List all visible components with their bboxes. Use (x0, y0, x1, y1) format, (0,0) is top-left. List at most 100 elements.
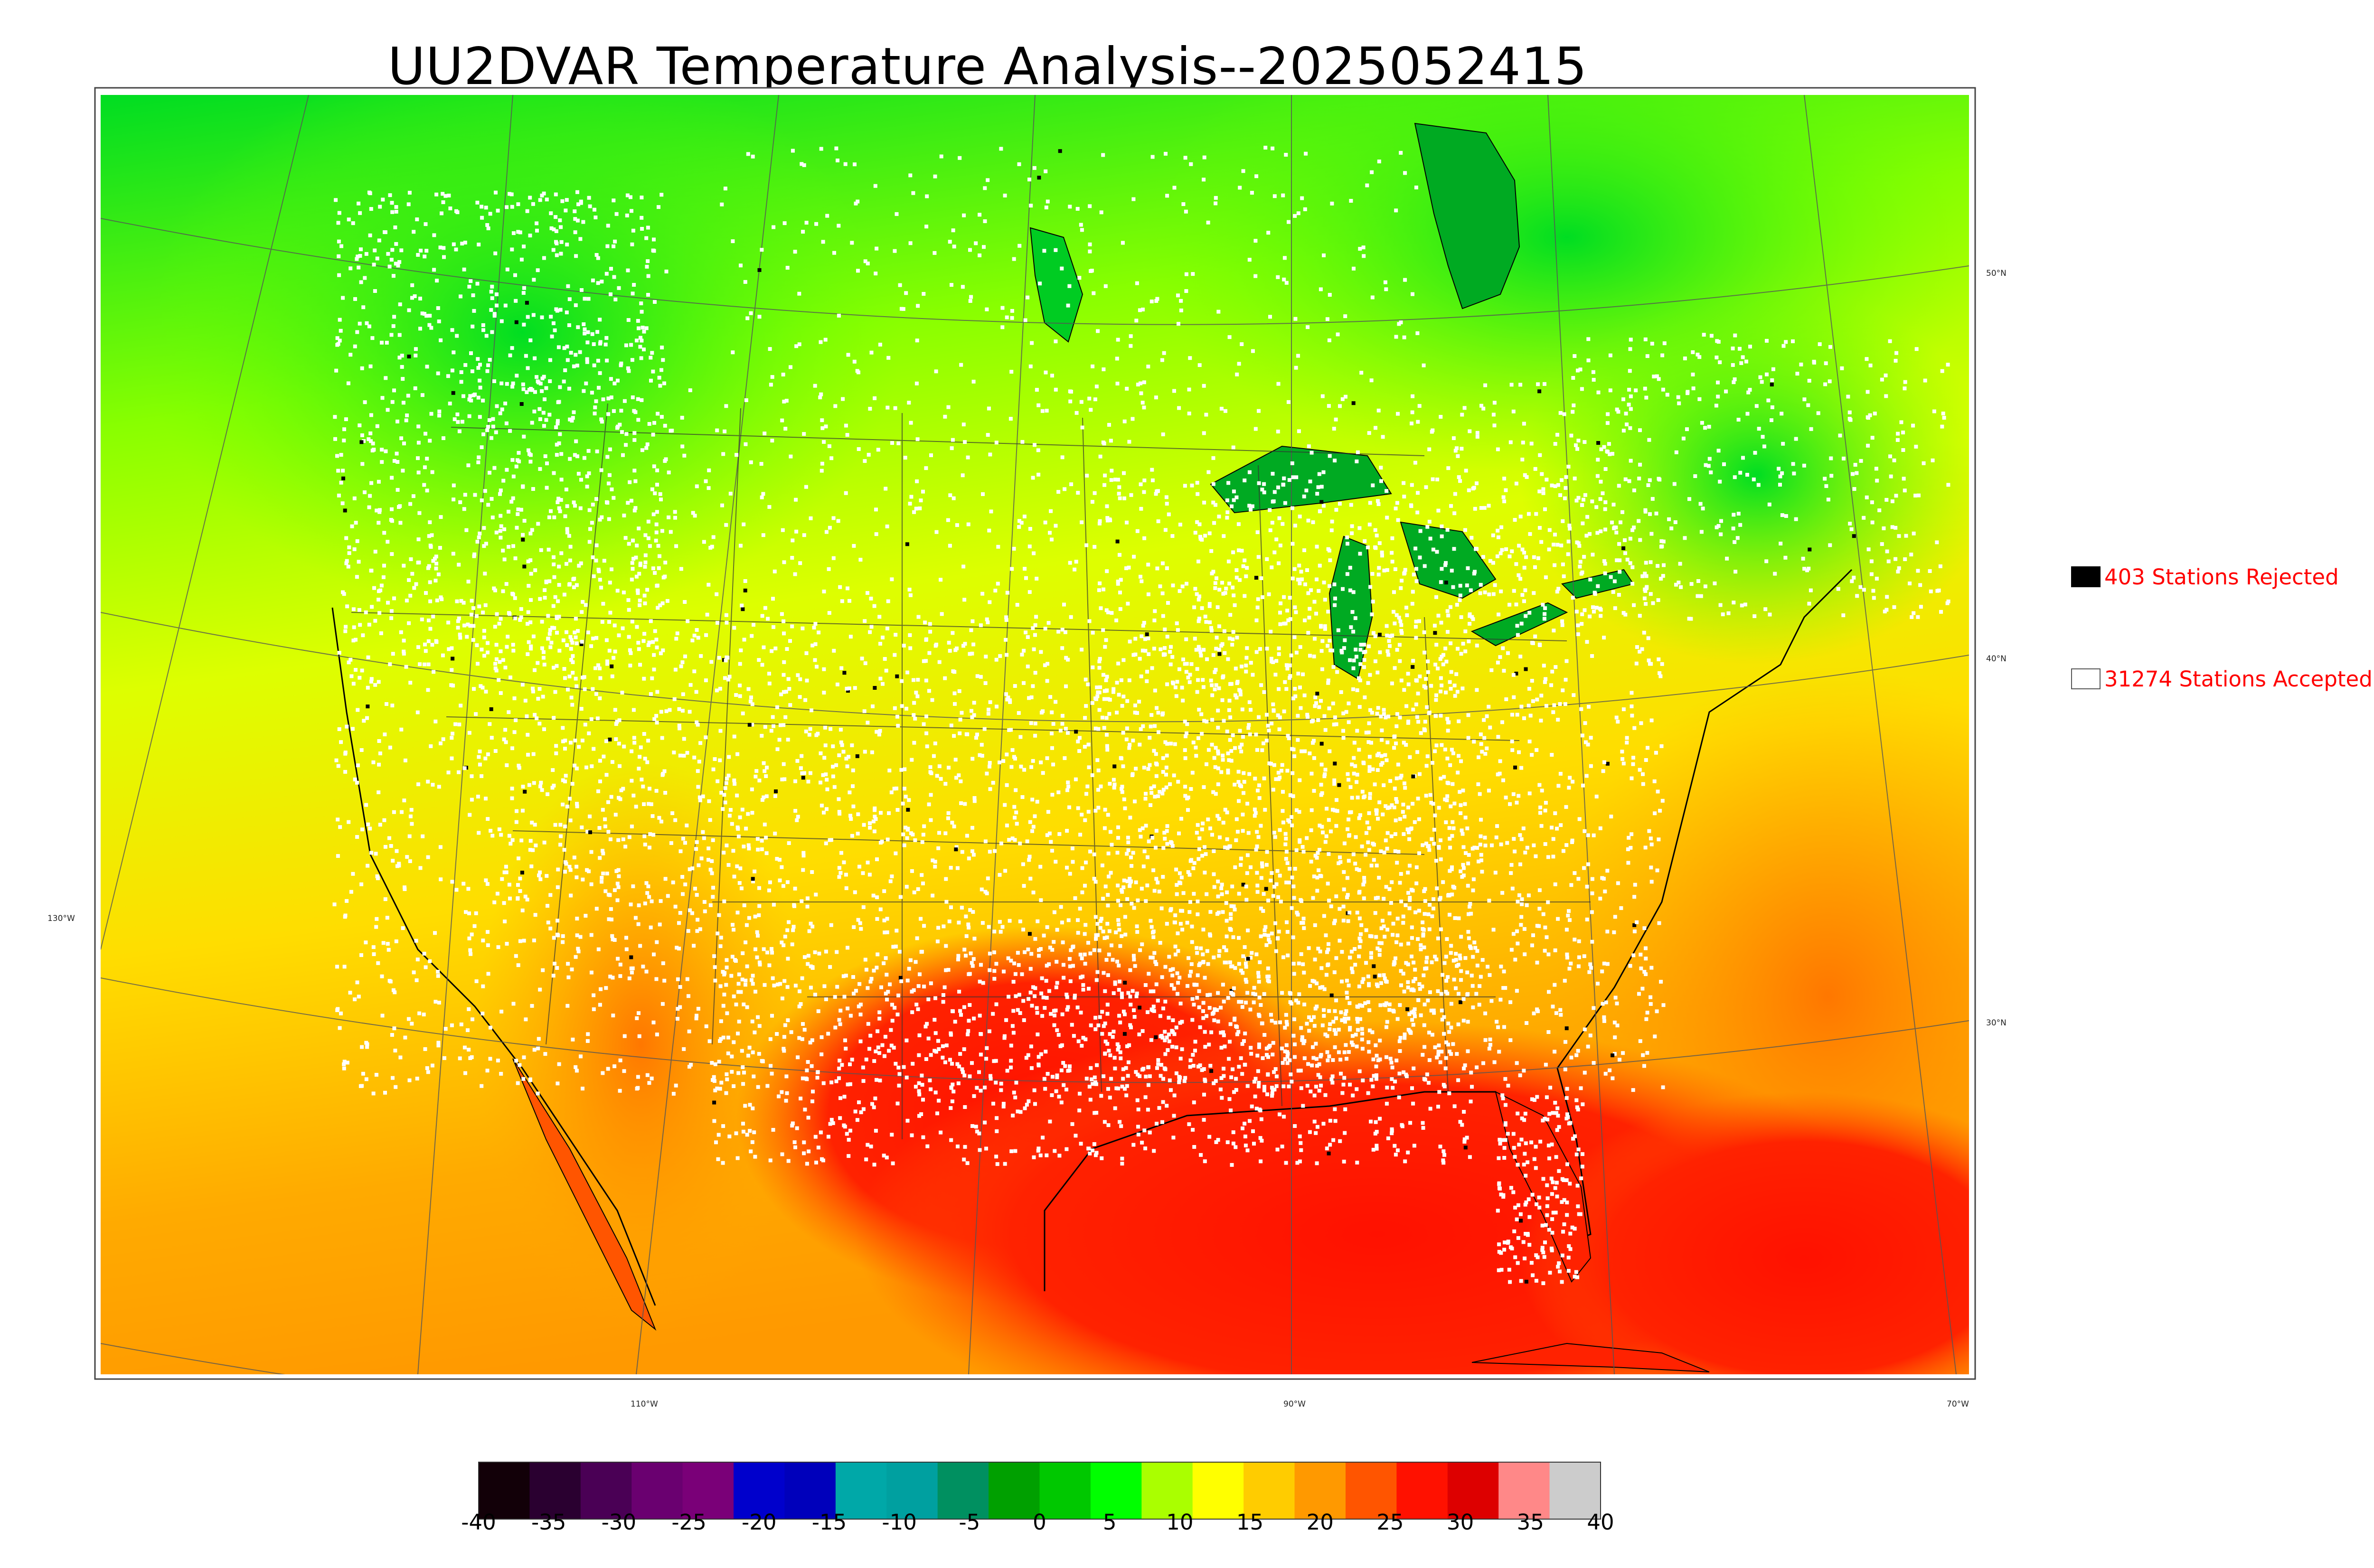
station-marker (824, 530, 829, 534)
station-marker (1398, 659, 1402, 663)
station-marker (1286, 400, 1291, 404)
station-marker (1374, 1077, 1378, 1081)
station-marker (1270, 871, 1274, 875)
station-marker (1475, 435, 1479, 439)
station-marker (906, 807, 910, 812)
station-marker (483, 572, 487, 576)
station-marker (769, 729, 773, 733)
station-marker (1273, 1067, 1278, 1071)
station-marker (1486, 965, 1490, 969)
station-marker (1317, 1089, 1321, 1093)
station-marker (837, 875, 841, 879)
station-marker (1477, 859, 1480, 864)
station-marker (920, 840, 924, 844)
station-marker (507, 710, 511, 714)
station-marker (632, 409, 636, 413)
station-marker (500, 407, 504, 412)
station-marker (548, 628, 552, 632)
station-marker (686, 619, 690, 623)
station-marker (987, 925, 991, 929)
station-marker (1360, 789, 1365, 794)
station-marker (391, 1076, 395, 1080)
station-marker (1069, 615, 1073, 619)
station-marker (442, 255, 446, 259)
station-marker (1170, 973, 1175, 977)
station-marker (1518, 833, 1522, 837)
station-marker (971, 853, 976, 857)
station-marker (477, 455, 481, 460)
station-marker (554, 425, 558, 429)
station-marker (1498, 759, 1502, 763)
station-marker (1488, 1037, 1492, 1042)
station-marker (836, 519, 840, 523)
station-marker (735, 825, 740, 829)
station-marker (592, 1007, 596, 1011)
station-marker (1463, 528, 1467, 532)
station-marker (801, 854, 806, 858)
station-marker (454, 247, 458, 252)
station-marker (709, 660, 714, 664)
station-marker (476, 795, 480, 798)
station-marker (1418, 674, 1422, 678)
station-marker (695, 484, 699, 488)
station-marker (1543, 925, 1547, 930)
station-marker (944, 877, 948, 881)
station-marker (606, 396, 611, 401)
station-marker (407, 190, 412, 195)
station-marker (1326, 948, 1330, 952)
station-marker (1179, 875, 1184, 880)
station-marker (1445, 794, 1450, 798)
station-marker (1116, 661, 1121, 666)
station-marker (856, 812, 860, 817)
station-marker (1458, 953, 1462, 958)
station-marker (599, 417, 603, 422)
station-markers (332, 146, 1950, 1286)
station-marker (436, 371, 440, 376)
station-marker (791, 538, 795, 543)
station-marker (1285, 920, 1289, 924)
station-marker (1443, 798, 1447, 801)
station-marker (578, 935, 583, 939)
station-marker (1366, 1091, 1370, 1095)
station-marker (1064, 656, 1068, 660)
station-marker (504, 870, 509, 874)
station-marker (933, 864, 937, 869)
station-marker (571, 416, 575, 420)
station-marker (986, 712, 990, 716)
station-marker (585, 360, 589, 364)
station-marker (1209, 629, 1214, 633)
station-marker (1455, 446, 1459, 451)
station-marker (597, 385, 601, 390)
station-marker (1350, 610, 1355, 614)
station-marker (1423, 564, 1427, 568)
station-marker (1481, 406, 1486, 411)
station-marker (653, 571, 657, 575)
station-marker (468, 1056, 472, 1060)
station-marker (1617, 593, 1621, 597)
station-marker (1139, 391, 1143, 395)
station-marker (1451, 782, 1455, 786)
station-marker (954, 845, 959, 849)
station-marker (1090, 701, 1094, 705)
station-marker (1149, 786, 1153, 790)
station-marker (772, 625, 775, 629)
station-marker (1413, 625, 1418, 629)
station-marker (1253, 992, 1257, 996)
station-marker (640, 216, 644, 220)
station-marker (913, 838, 917, 842)
station-marker (360, 827, 364, 832)
station-marker (1049, 840, 1053, 844)
station-marker (630, 620, 634, 624)
station-marker (1459, 759, 1463, 763)
station-marker (1566, 465, 1571, 469)
station-marker (821, 773, 825, 777)
station-marker (1579, 707, 1583, 711)
station-marker (452, 417, 457, 422)
lake-huron (1400, 521, 1497, 599)
station-marker (368, 233, 372, 237)
station-marker (1080, 1043, 1084, 1048)
station-marker (1130, 773, 1134, 777)
station-marker (1023, 567, 1027, 571)
station-marker (416, 441, 421, 445)
station-marker (833, 1025, 838, 1030)
